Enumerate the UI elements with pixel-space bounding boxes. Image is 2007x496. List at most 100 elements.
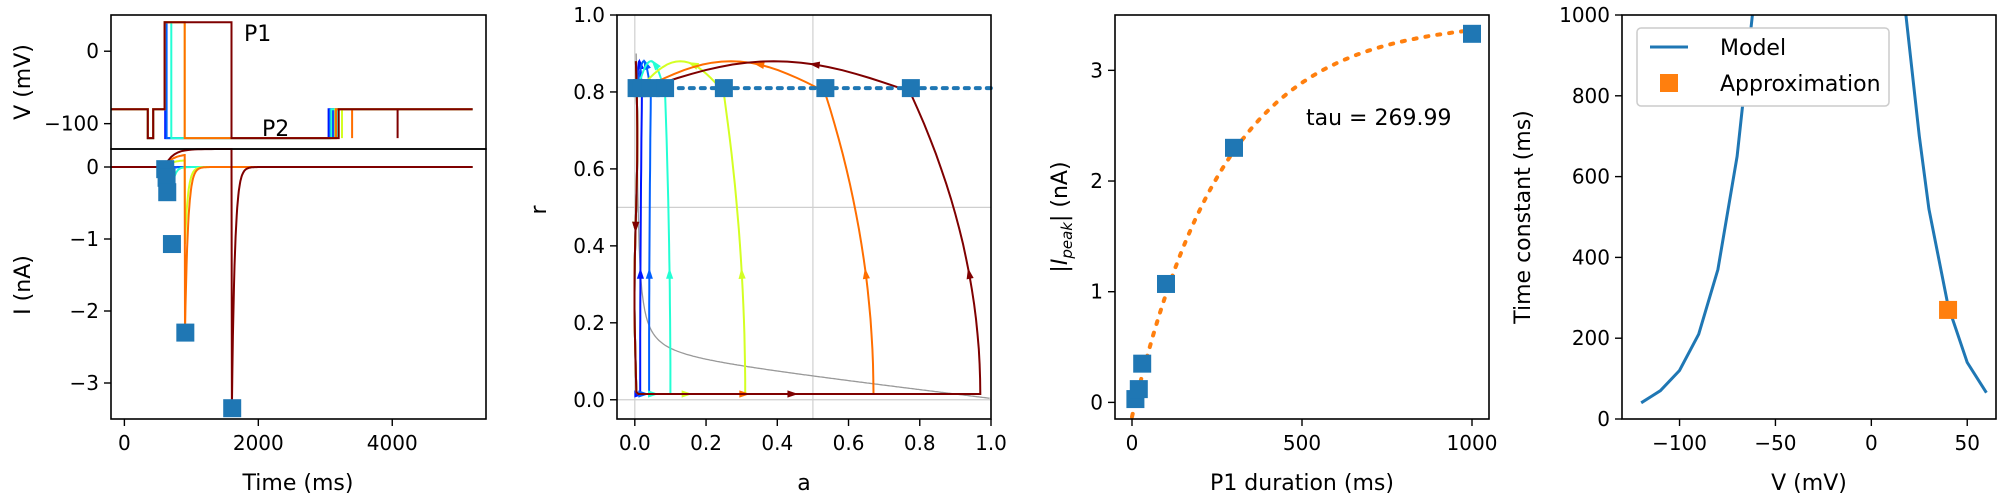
- phase-y-tick-label: 1.0: [573, 3, 605, 27]
- phase-y-tick-label: 0.0: [573, 388, 605, 412]
- voltage-panel: 0 −100 V (mV) P1 P2: [11, 14, 487, 150]
- current-panel: 0 2000 4000 0 −1 −2 −3 I (nA) Time (ms): [11, 148, 487, 496]
- trajectory-arrowhead: [787, 390, 799, 398]
- peak-data-marker: [1463, 24, 1481, 43]
- annotation-p1: P1: [244, 22, 271, 47]
- time-constant-plot-area: [1640, 14, 1988, 405]
- peak-y-tick-label: 0: [1090, 390, 1103, 414]
- peak-duration-ylabel: |Ipeak| (nA): [1048, 161, 1076, 272]
- current-peak-marker: [158, 183, 177, 202]
- tc-y-tick-label: 200: [1572, 326, 1610, 350]
- time-xlabel: Time (ms): [242, 471, 354, 496]
- current-ticks: 0 2000 4000 0 −1 −2 −3: [70, 155, 418, 455]
- exponential-fit-curve: [1130, 28, 1474, 419]
- tc-y-tick-label: 400: [1572, 245, 1610, 269]
- duration-x-tick-label: 0: [1126, 431, 1139, 455]
- phase-x-tick-label: 1.0: [975, 431, 1007, 455]
- phase-plane-plot-area: [617, 15, 993, 419]
- phase-plane-ticks: 0.0 0.2 0.4 0.6 0.8 1.0 0.0 0.2 0.4 0.6 0.8 1.0: [573, 3, 1007, 455]
- phase-plane-xlabel: a: [797, 471, 810, 496]
- trajectory-arrowhead: [645, 267, 653, 279]
- legend: Model Approximation: [1636, 27, 1890, 107]
- current-axes-frame: [110, 148, 487, 420]
- current-peak-marker: [157, 168, 176, 187]
- trajectory-arrowhead: [753, 61, 765, 69]
- voltage-plot-area: [111, 21, 473, 140]
- peak-duration-ticks: 0 500 1000 0 1 2 3: [1090, 58, 1497, 455]
- time-x-tick-label: 2000: [233, 431, 284, 455]
- current-plot-area: [111, 148, 473, 418]
- time-x-tick-label: 0: [118, 431, 131, 455]
- model-curve: [1904, 14, 1988, 394]
- current-trace: [111, 153, 473, 333]
- trajectory-arrowhead: [738, 267, 746, 279]
- legend-swatch-approximation: [1660, 74, 1678, 92]
- trajectory-arrowhead: [687, 62, 700, 70]
- phase-marker: [901, 79, 920, 98]
- tc-y-tick-label: 800: [1572, 84, 1610, 108]
- tc-x-tick-label: −100: [1652, 431, 1707, 455]
- duration-x-tick-label: 500: [1283, 431, 1321, 455]
- peak-data-marker: [1157, 274, 1175, 293]
- voltage-trace: [111, 21, 473, 140]
- current-ylabel: I (nA): [11, 255, 36, 315]
- tc-y-tick-label: 1000: [1559, 3, 1610, 27]
- phase-y-tick-label: 0.8: [573, 80, 605, 104]
- current-y-tick-label: −3: [70, 371, 99, 395]
- approximation-marker: [1939, 300, 1958, 319]
- time-constant-axes-frame: [1621, 14, 1997, 420]
- phase-x-tick-label: 0.2: [690, 431, 722, 455]
- current-y-tick-label: −1: [70, 227, 99, 251]
- trajectory-arrowhead: [808, 61, 821, 69]
- phase-marker: [656, 79, 675, 98]
- phase-plane-axes-frame: [616, 14, 992, 420]
- phase-marker: [714, 79, 733, 98]
- peak-duration-xlabel: P1 duration (ms): [1210, 471, 1394, 496]
- phase-marker: [641, 79, 660, 98]
- peak-data-marker: [1129, 380, 1148, 399]
- voltage-ylabel: V (mV): [11, 44, 36, 120]
- peak-y-tick-label: 3: [1090, 58, 1103, 82]
- legend-box: [1636, 27, 1890, 107]
- phase-y-tick-label: 0.6: [573, 157, 605, 181]
- peak-duration-axes-frame: [1114, 14, 1490, 420]
- trajectory-arrowhead: [636, 267, 645, 279]
- annotation-p2: P2: [262, 117, 289, 142]
- phase-plane-panel: 0.0 0.2 0.4 0.6 0.8 1.0 0.0 0.2 0.4 0.6 0.8 1.0 r a: [527, 3, 1007, 496]
- peak-duration-panel: 0 500 1000 0 1 2 3 |Ipeak| (nA) P1 duration (m…: [1048, 14, 1497, 496]
- peak-y-tick-label: 2: [1090, 169, 1103, 193]
- phase-plane-ylabel: r: [527, 205, 552, 215]
- time-constant-panel: −100 −50 0 50 0 200 400 600 800 1000 Time constan…: [1511, 3, 1997, 496]
- voltage-y-tick-label: −100: [44, 112, 99, 136]
- current-peak-marker: [223, 399, 242, 418]
- duration-x-tick-label: 1000: [1447, 431, 1498, 455]
- nullcline-curve: [635, 53, 990, 399]
- phase-x-tick-label: 0.4: [761, 431, 793, 455]
- peak-data-marker: [1133, 354, 1152, 373]
- time-x-tick-label: 4000: [367, 431, 418, 455]
- legend-label-model: Model: [1720, 36, 1786, 61]
- tc-y-tick-label: 600: [1572, 165, 1610, 189]
- trajectory-arrowhead: [966, 268, 974, 280]
- phase-x-tick-label: 0.6: [833, 431, 865, 455]
- voltage-ticks: 0 −100: [44, 39, 111, 136]
- tc-x-tick-label: 0: [1865, 431, 1878, 455]
- phase-y-tick-label: 0.4: [573, 234, 605, 258]
- time-constant-xlabel: V (mV): [1771, 471, 1847, 496]
- current-peak-marker: [176, 323, 195, 342]
- phase-y-tick-label: 0.2: [573, 311, 605, 335]
- trajectory-arrowhead: [651, 59, 661, 71]
- voltage-y-tick-label: 0: [86, 39, 99, 63]
- tc-y-tick-label: 0: [1597, 407, 1610, 431]
- trajectory-arrowhead: [862, 267, 870, 280]
- current-y-tick-label: 0: [86, 155, 99, 179]
- tc-x-tick-label: −50: [1754, 431, 1796, 455]
- tc-x-tick-label: 50: [1955, 431, 1980, 455]
- phase-trajectory: [633, 60, 982, 395]
- phase-x-tick-label: 0.0: [619, 431, 651, 455]
- current-y-tick-label: −2: [70, 299, 99, 323]
- current-peak-marker: [162, 235, 181, 254]
- phase-x-tick-label: 0.8: [904, 431, 936, 455]
- time-constant-ylabel: Time constant (ms): [1511, 110, 1536, 325]
